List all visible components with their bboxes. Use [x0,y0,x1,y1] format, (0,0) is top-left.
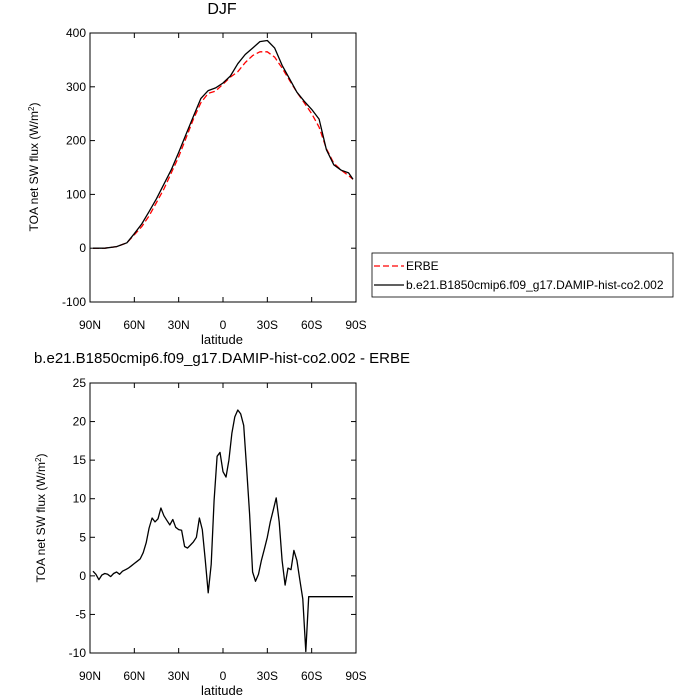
top-y-tick-label: -100 [62,295,86,309]
bottom-y-tick-label: 5 [79,530,86,544]
legend: ERBE b.e21.B1850cmip6.f09_g17.DAMIP-hist… [371,252,674,298]
bottom-x-tick-label: 30S [257,669,278,683]
top-series-layer [93,39,354,249]
bottom-x-tick-label: 90S [345,669,366,683]
top-x-tick-label: 60N [123,318,145,332]
bottom-y-tick-label: 20 [73,415,87,429]
top-y-tick-label: 200 [66,134,86,148]
legend-model-label: b.e21.B1850cmip6.f09_g17.DAMIP-hist-co2.… [406,278,664,292]
bottom-x-tick-label: 60S [301,669,322,683]
bottom-series-layer [92,409,353,653]
top-x-tick-label: 90N [79,318,101,332]
top-x-tick-label: 30N [168,318,190,332]
bottom-x-axis-label: latitude [201,683,243,698]
bottom-series-line-0 [92,409,353,653]
legend-box [371,252,674,298]
bottom-x-tick-label: 0 [220,669,227,683]
bottom-y-tick-label: 25 [73,376,87,390]
bottom-y-tick-label: -10 [69,646,87,660]
bottom-y-tick-label: 10 [73,492,87,506]
top-x-tick-label: 90S [345,318,366,332]
bottom-x-tick-label: 30N [168,669,190,683]
bottom-y-tick-label: -5 [75,607,86,621]
top-x-axis: 90N 60N 30N 0 30S 60S 90S [79,33,367,332]
legend-erbe-label: ERBE [406,259,439,273]
top-y-tick-label: 0 [79,241,86,255]
bottom-x-tick-label: 90N [79,669,101,683]
bottom-y-axis: 25 20 15 10 5 0 -5 -10 [69,376,356,660]
top-series-line-erbe [93,51,354,249]
bottom-plot-frame [89,382,357,654]
top-y-tick-label: 100 [66,187,86,201]
top-x-tick-label: 60S [301,318,322,332]
bottom-panel: b.e21.B1850cmip6.f09_g17.DAMIP-hist-co2.… [34,350,411,698]
top-x-tick-label: 30S [257,318,278,332]
top-x-axis-label: latitude [201,332,243,347]
bottom-chart-title: b.e21.B1850cmip6.f09_g17.DAMIP-hist-co2.… [34,350,410,367]
top-chart-title: DJF [207,1,237,18]
top-plot-frame [89,32,357,303]
bottom-y-axis-label: TOA net SW flux (W/m2) [34,454,49,583]
top-y-tick-label: 400 [66,26,86,40]
bottom-x-axis: 90N 60N 30N 0 30S 60S 90S [79,383,367,683]
bottom-y-tick-label: 15 [73,453,87,467]
top-series-line-b-e21-b1850cmip6-f09-g17-damip-hist-co2-002 [93,39,354,249]
top-y-tick-label: 300 [66,80,86,94]
bottom-x-tick-label: 60N [123,669,145,683]
top-y-axis-label: TOA net SW flux (W/m2) [27,103,42,232]
bottom-y-tick-label: 0 [79,569,86,583]
top-y-axis: 400 300 200 100 0 -100 [62,26,356,309]
top-x-tick-label: 0 [220,318,227,332]
